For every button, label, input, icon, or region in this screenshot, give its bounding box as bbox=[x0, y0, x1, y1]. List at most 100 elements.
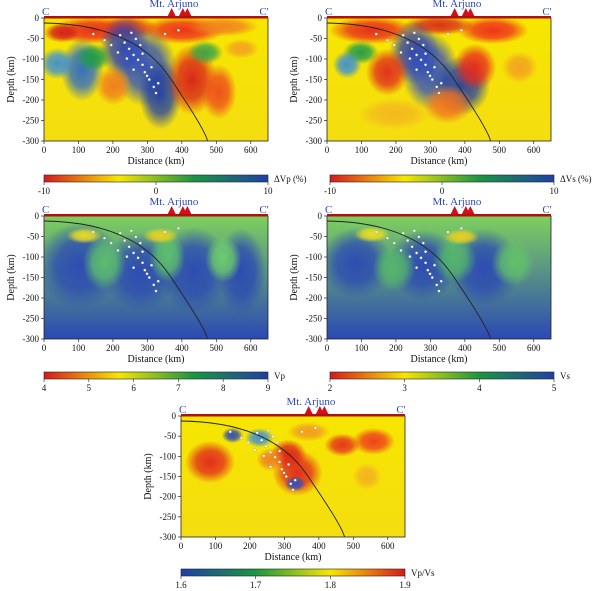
hypocenter-dot bbox=[152, 85, 156, 89]
hypocenter-dot bbox=[143, 70, 147, 74]
x-tick-label: 100 bbox=[355, 145, 369, 155]
anomaly-blob bbox=[453, 43, 497, 91]
hypocenter-dot bbox=[421, 43, 425, 47]
colorbar-tick-label: 8 bbox=[221, 383, 226, 393]
slab-line bbox=[44, 220, 208, 339]
volcano-icon bbox=[450, 206, 459, 214]
anomaly-blob bbox=[287, 422, 331, 442]
hypocenter-dot bbox=[435, 85, 439, 89]
hypocenter-dot bbox=[141, 261, 145, 265]
anomaly-blob bbox=[95, 65, 132, 106]
anomaly-blob bbox=[327, 227, 392, 299]
hypocenter-dot bbox=[91, 32, 95, 36]
hypocenter-dot bbox=[415, 68, 419, 72]
hypocenter-dot bbox=[313, 426, 317, 430]
hypocenter-dot bbox=[392, 241, 396, 245]
anomaly-blob bbox=[372, 244, 416, 292]
volcano-icon bbox=[167, 206, 176, 214]
hypocenter-dot bbox=[284, 475, 288, 478]
hypocenter-dot bbox=[132, 251, 136, 255]
colorbar-tick-label: 1.9 bbox=[399, 580, 411, 590]
hypocenter-dot bbox=[282, 471, 286, 475]
section-start-label: C bbox=[42, 6, 49, 18]
hypocenter-dot bbox=[439, 81, 443, 85]
y-tick-label: 0 bbox=[35, 13, 40, 23]
hypocenter-dot bbox=[446, 32, 450, 36]
x-tick-label: 100 bbox=[72, 145, 86, 155]
volcano-label: Mt. Arjuno bbox=[149, 196, 198, 208]
x-tick-label: 300 bbox=[278, 541, 292, 551]
hypocenter-dot bbox=[132, 266, 136, 270]
hypocenter-dot bbox=[437, 289, 441, 293]
hypocenter-dot bbox=[116, 248, 120, 252]
topography-line bbox=[181, 414, 405, 417]
x-tick-label: 400 bbox=[458, 145, 472, 155]
section-end-label: C' bbox=[259, 6, 268, 18]
hypocenter-dot bbox=[399, 50, 403, 54]
x-tick-label: 200 bbox=[106, 145, 120, 155]
y-tick-label: -200 bbox=[306, 293, 323, 303]
slab-line bbox=[181, 420, 345, 537]
section-panel-vp: Mt. Arjuno C C' 0 100 200 300 400 500 600 Distance… bbox=[6, 196, 269, 365]
hypocenter-dot bbox=[103, 236, 106, 240]
hypocenter-dot bbox=[428, 272, 432, 276]
hypocenter-dot bbox=[141, 52, 145, 56]
y-axis-label: Depth (km) bbox=[6, 254, 17, 300]
colorbar-tick-label: 5 bbox=[87, 383, 92, 393]
hypocenter-dot bbox=[262, 454, 266, 458]
x-tick-label: 400 bbox=[175, 343, 189, 353]
x-tick-label: 300 bbox=[424, 343, 438, 353]
colorbar-tick-label: 6 bbox=[131, 383, 136, 393]
hypocenter-dot bbox=[437, 91, 441, 95]
section-end-label: C' bbox=[542, 204, 551, 216]
hypocenter-dot bbox=[264, 444, 268, 448]
anomaly-blob bbox=[284, 476, 306, 492]
anomaly-blob bbox=[491, 239, 535, 287]
hypocenter-dot bbox=[109, 241, 113, 245]
colorbar-tick-label: 1.7 bbox=[250, 580, 262, 590]
y-tick-label: -300 bbox=[306, 136, 323, 146]
hypocenter-dot bbox=[374, 230, 378, 234]
hypocenter-dot bbox=[176, 226, 180, 230]
anomaly-blob bbox=[353, 226, 390, 243]
y-tick-label: -200 bbox=[23, 95, 40, 105]
hypocenter-dot bbox=[424, 250, 428, 254]
x-tick-label: 200 bbox=[389, 145, 403, 155]
anomaly-blob bbox=[365, 48, 409, 96]
colorbar-gradient bbox=[329, 174, 555, 183]
colorbar-tick-label: 10 bbox=[550, 186, 560, 196]
colorbar-tick-label: 9 bbox=[266, 383, 271, 393]
hypocenter-dot bbox=[154, 91, 158, 95]
hypocenter-dot bbox=[145, 272, 149, 276]
anomaly-blob bbox=[187, 18, 260, 37]
volcano-icon bbox=[304, 406, 313, 414]
hypocenter-dot bbox=[419, 58, 423, 62]
colorbar-tick-label: 4 bbox=[42, 383, 47, 393]
hypocenter-dot bbox=[430, 78, 434, 81]
y-tick-label: -200 bbox=[23, 293, 40, 303]
hypocenter-dot bbox=[374, 32, 378, 36]
x-tick-label: 400 bbox=[458, 343, 472, 353]
volcano-icon bbox=[320, 406, 329, 414]
colorbar-label: Vp bbox=[274, 371, 285, 381]
colorbar-gradient bbox=[43, 371, 269, 380]
hypocenter-dot bbox=[300, 430, 304, 434]
section-panel-dvp: Mt. Arjuno C C' 0 100 200 300 400 500 600 Distance… bbox=[6, 0, 269, 167]
hypocenter-dot bbox=[269, 465, 273, 469]
y-tick-label: -50 bbox=[310, 34, 322, 44]
x-tick-label: 100 bbox=[72, 343, 86, 353]
hypocenter-dot bbox=[435, 283, 439, 287]
hypocenter-dot bbox=[116, 50, 120, 54]
x-tick-label: 300 bbox=[141, 343, 155, 353]
x-tick-label: 600 bbox=[244, 145, 258, 155]
hypocenter-dot bbox=[401, 231, 405, 235]
hypocenter-dot bbox=[129, 31, 133, 35]
hypocenter-dot bbox=[287, 462, 290, 466]
slab-line bbox=[327, 220, 491, 339]
y-axis-label: Depth (km) bbox=[6, 56, 17, 102]
anomaly-blob bbox=[332, 50, 362, 79]
anomaly-blob bbox=[256, 447, 285, 472]
hypocenter-dot bbox=[138, 241, 142, 245]
y-tick-label: -150 bbox=[306, 273, 323, 283]
